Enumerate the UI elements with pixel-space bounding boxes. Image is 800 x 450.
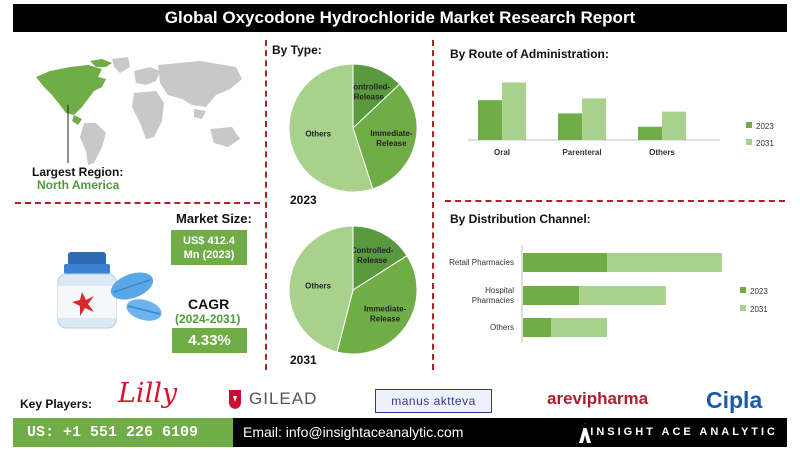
pie-2023-slice-2: [288, 63, 374, 193]
distribution-tick-2: Others: [490, 323, 514, 332]
market-size-label: Market Size:: [176, 211, 252, 226]
market-size-value: US$ 412.4 Mn (2023): [171, 230, 247, 265]
distribution-bar-2-2023: [523, 318, 551, 337]
largest-region-value: North America: [37, 178, 120, 192]
distribution-bar-0-2023: [523, 253, 607, 272]
divider-left: [265, 40, 267, 370]
insight-ace-logo-icon: [578, 422, 592, 449]
medicine-bottle-icon: [57, 252, 162, 329]
largest-region-label: Largest Region:: [32, 165, 124, 179]
route-bar-others-2031: [662, 111, 686, 140]
pie-chart-2023: Controlled-Release Immediate-Release Other…: [288, 63, 418, 193]
market-size-value-line1: US$ 412.4: [183, 235, 235, 247]
key-players-label: Key Players:: [20, 397, 93, 411]
route-bar-oral-2023: [478, 100, 502, 140]
cagr-period: (2024-2031): [175, 312, 241, 326]
route-tick-0: Oral: [494, 148, 510, 157]
cagr-label: CAGR: [188, 296, 230, 312]
world-map: [36, 57, 242, 165]
route-section-title: By Route of Administration:: [450, 47, 609, 61]
pie-2023-label-0: Controlled-Release: [347, 83, 390, 102]
route-bar-oral-2031: [502, 82, 526, 140]
route-bar-chart: Oral Parenteral Others 2023 2031: [468, 82, 774, 157]
pie-2031-slice-2: [288, 225, 354, 353]
page-title: Global Oxycodone Hydrochloride Market Re…: [13, 4, 787, 32]
lilly-logo: Lilly: [118, 378, 178, 409]
divider-right: [432, 40, 434, 370]
distribution-legend-2023: 2023: [750, 287, 768, 296]
divider-right-horizontal: [445, 200, 785, 202]
pie-year-2031: 2031: [290, 353, 317, 367]
gilead-mark-icon: [229, 390, 241, 409]
cagr-value: 4.33%: [172, 328, 247, 353]
route-bar-others-2023: [638, 126, 662, 140]
pie-2031-label-0: Controlled-Release: [351, 246, 394, 265]
arevipharma-logo: arevipharma: [547, 389, 649, 408]
route-tick-2: Others: [649, 148, 675, 157]
pie-2031-slice-0: [352, 225, 408, 291]
distribution-bar-1-2031: [579, 286, 666, 305]
distribution-legend-swatch-2031: [740, 305, 746, 311]
route-legend-2031: 2031: [756, 139, 774, 148]
pie-2023-label-2: Others: [305, 130, 331, 139]
pie-2031-label-1: Immediate-Release: [364, 304, 407, 323]
route-legend-2023: 2023: [756, 122, 774, 131]
phone-contact[interactable]: US: +1 551 226 6109: [13, 418, 233, 447]
distribution-bar-0-2031: [607, 253, 722, 272]
pie-chart-2031: Controlled-Release Immediate-Release Other…: [288, 225, 418, 355]
market-size-value-line2: Mn (2023): [183, 249, 235, 261]
distribution-legend-swatch-2023: [740, 287, 746, 293]
divider-left-horizontal: [15, 202, 260, 204]
pie-year-2023: 2023: [290, 193, 317, 207]
type-section-title: By Type:: [272, 43, 322, 57]
distribution-bar-chart: Retail Pharmacies Hospital Pharmacies Other…: [449, 245, 768, 343]
distribution-section-title: By Distribution Channel:: [450, 212, 591, 226]
email-contact[interactable]: Email: info@insightaceanalytic.com: [233, 418, 787, 447]
route-tick-1: Parenteral: [562, 148, 601, 157]
distribution-bar-2-2031: [551, 318, 607, 337]
distribution-tick-0: Retail Pharmacies: [449, 258, 514, 267]
cipla-logo: Cipla: [706, 387, 763, 413]
pie-2031-slice-1: [336, 255, 418, 355]
route-legend-swatch-2023: [746, 122, 752, 128]
gilead-logo: GILEAD: [226, 388, 317, 410]
manus-aktteva-logo: manus aktteva: [375, 389, 492, 413]
route-bar-parenteral-2031: [582, 98, 606, 140]
distribution-tick-1: Hospital Pharmacies: [472, 286, 514, 305]
distribution-bar-1-2023: [523, 286, 579, 305]
pie-2031-label-2: Others: [305, 282, 331, 291]
brand-name: INSIGHT ACE ANALYTIC: [590, 426, 778, 438]
pie-2023-label-1: Immediate-Release: [370, 129, 413, 148]
gilead-logo-text: GILEAD: [249, 389, 318, 408]
route-bar-parenteral-2023: [558, 113, 582, 140]
route-legend-swatch-2031: [746, 139, 752, 145]
distribution-legend-2031: 2031: [750, 305, 768, 314]
pie-2023-slice-1: [352, 83, 418, 190]
